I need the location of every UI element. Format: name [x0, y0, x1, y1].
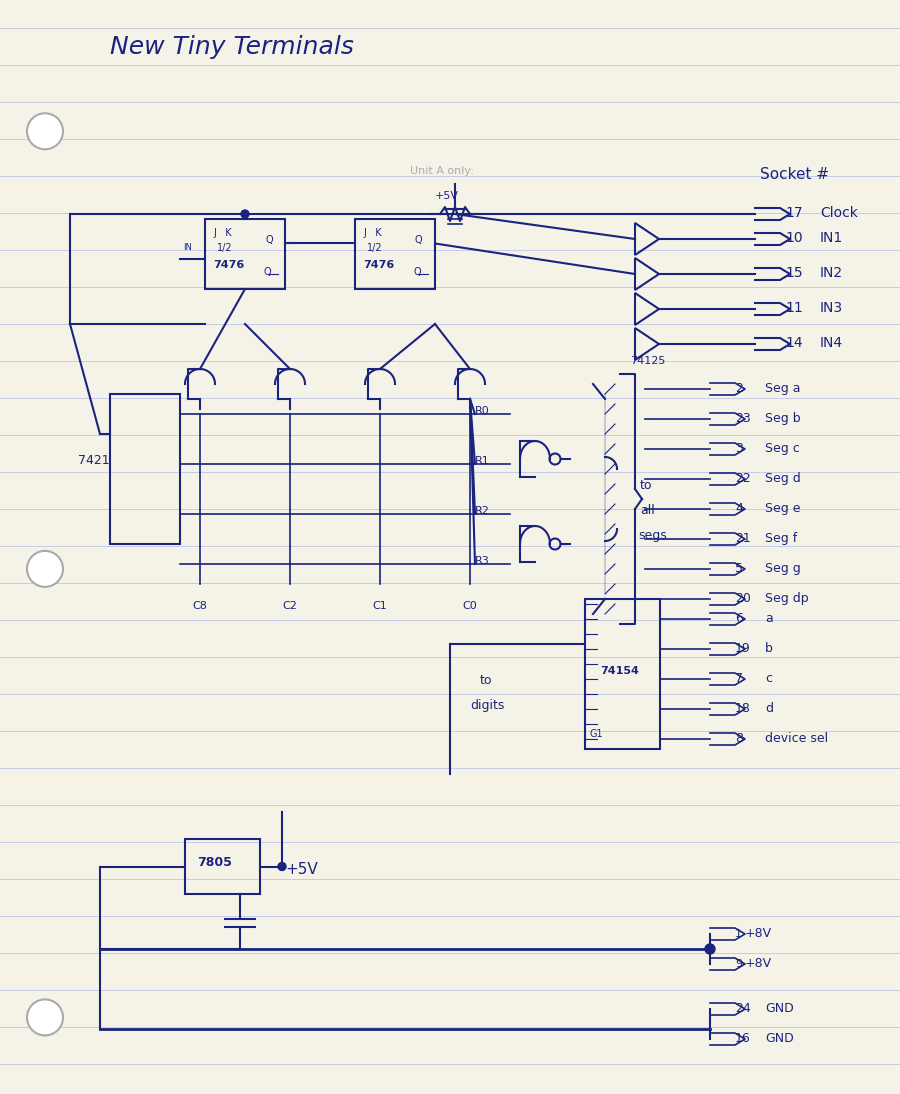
Text: c: c: [765, 672, 772, 685]
Text: IN2: IN2: [820, 266, 843, 280]
Text: J   K: J K: [363, 229, 382, 238]
Circle shape: [27, 114, 63, 149]
Text: 24: 24: [735, 1002, 751, 1015]
Text: Seg a: Seg a: [765, 382, 800, 395]
Text: to: to: [640, 479, 652, 492]
Text: R1: R1: [475, 456, 490, 466]
Text: 2: 2: [735, 382, 742, 395]
Text: 19: 19: [735, 642, 751, 655]
Text: d: d: [765, 702, 773, 715]
Text: 14: 14: [785, 336, 803, 350]
Text: R0: R0: [475, 406, 490, 416]
Bar: [205, 219, 285, 289]
Bar: [355, 219, 435, 289]
Circle shape: [27, 1000, 63, 1035]
Text: Q: Q: [415, 235, 423, 245]
Text: to: to: [480, 674, 492, 687]
Text: 9: 9: [735, 959, 742, 969]
Text: 22: 22: [735, 472, 751, 485]
Text: Clock: Clock: [820, 206, 858, 220]
Text: 7421: 7421: [78, 454, 110, 467]
Text: C0: C0: [462, 601, 477, 612]
Text: New Tiny Terminals: New Tiny Terminals: [110, 35, 354, 59]
Text: IN3: IN3: [820, 301, 843, 315]
Text: +5V: +5V: [435, 191, 459, 201]
Text: 16: 16: [735, 1032, 751, 1045]
Text: C2: C2: [282, 601, 297, 612]
Text: digits: digits: [470, 699, 504, 712]
Bar: [585, 600, 660, 749]
Text: Q: Q: [265, 235, 273, 245]
Text: C8: C8: [192, 601, 207, 612]
Text: 1/2: 1/2: [367, 243, 382, 253]
Text: GND: GND: [765, 1002, 794, 1015]
Text: 11: 11: [785, 301, 803, 315]
Text: IN4: IN4: [820, 336, 843, 350]
Text: Seg g: Seg g: [765, 562, 801, 575]
Text: 18: 18: [735, 702, 751, 715]
Text: Seg e: Seg e: [765, 502, 800, 515]
Text: J   K: J K: [213, 229, 231, 238]
Text: 74154: 74154: [600, 666, 639, 676]
Text: 5: 5: [735, 562, 743, 575]
Text: segs: segs: [638, 529, 667, 542]
Text: 8: 8: [735, 732, 743, 745]
Circle shape: [241, 210, 249, 218]
Circle shape: [278, 862, 286, 871]
Text: 10: 10: [785, 231, 803, 245]
Text: 4: 4: [735, 502, 742, 515]
Text: b: b: [765, 642, 773, 655]
Bar: [185, 839, 260, 894]
Text: R2: R2: [475, 507, 490, 516]
Text: C1: C1: [372, 601, 387, 612]
Text: Seg b: Seg b: [765, 412, 801, 424]
Text: Seg dp: Seg dp: [765, 592, 808, 605]
Text: 7: 7: [735, 672, 743, 685]
Text: Seg c: Seg c: [765, 442, 800, 455]
Text: Q̄: Q̄: [413, 267, 420, 277]
Text: 7476: 7476: [363, 260, 394, 270]
Text: a: a: [765, 612, 773, 625]
Text: 1: 1: [735, 929, 742, 939]
Text: 7476: 7476: [213, 260, 244, 270]
Text: IN: IN: [183, 244, 192, 253]
Text: Seg d: Seg d: [765, 472, 801, 485]
Text: 6: 6: [735, 612, 742, 625]
Text: 3: 3: [735, 442, 742, 455]
Bar: [110, 394, 180, 544]
Text: 21: 21: [735, 532, 751, 545]
Text: GND: GND: [765, 1032, 794, 1045]
Text: R3: R3: [475, 556, 490, 566]
Text: Seg f: Seg f: [765, 532, 797, 545]
Text: 15: 15: [785, 266, 803, 280]
Text: +8V: +8V: [745, 927, 772, 940]
Text: Unit A only:: Unit A only:: [410, 166, 474, 176]
Text: IN1: IN1: [820, 231, 843, 245]
Text: +8V: +8V: [745, 957, 772, 970]
Circle shape: [705, 944, 715, 954]
Text: Socket #: Socket #: [760, 167, 829, 182]
Text: 1/2: 1/2: [217, 243, 232, 253]
Text: G1: G1: [590, 729, 604, 740]
Text: 23: 23: [735, 412, 751, 424]
Text: 74125: 74125: [630, 356, 665, 366]
Text: 17: 17: [785, 206, 803, 220]
Text: Q̄: Q̄: [263, 267, 271, 277]
Text: +5V: +5V: [285, 862, 318, 877]
Text: all: all: [640, 504, 655, 517]
Circle shape: [27, 551, 63, 586]
Text: 20: 20: [735, 592, 751, 605]
Text: 7805: 7805: [197, 857, 232, 870]
Text: device sel: device sel: [765, 732, 828, 745]
